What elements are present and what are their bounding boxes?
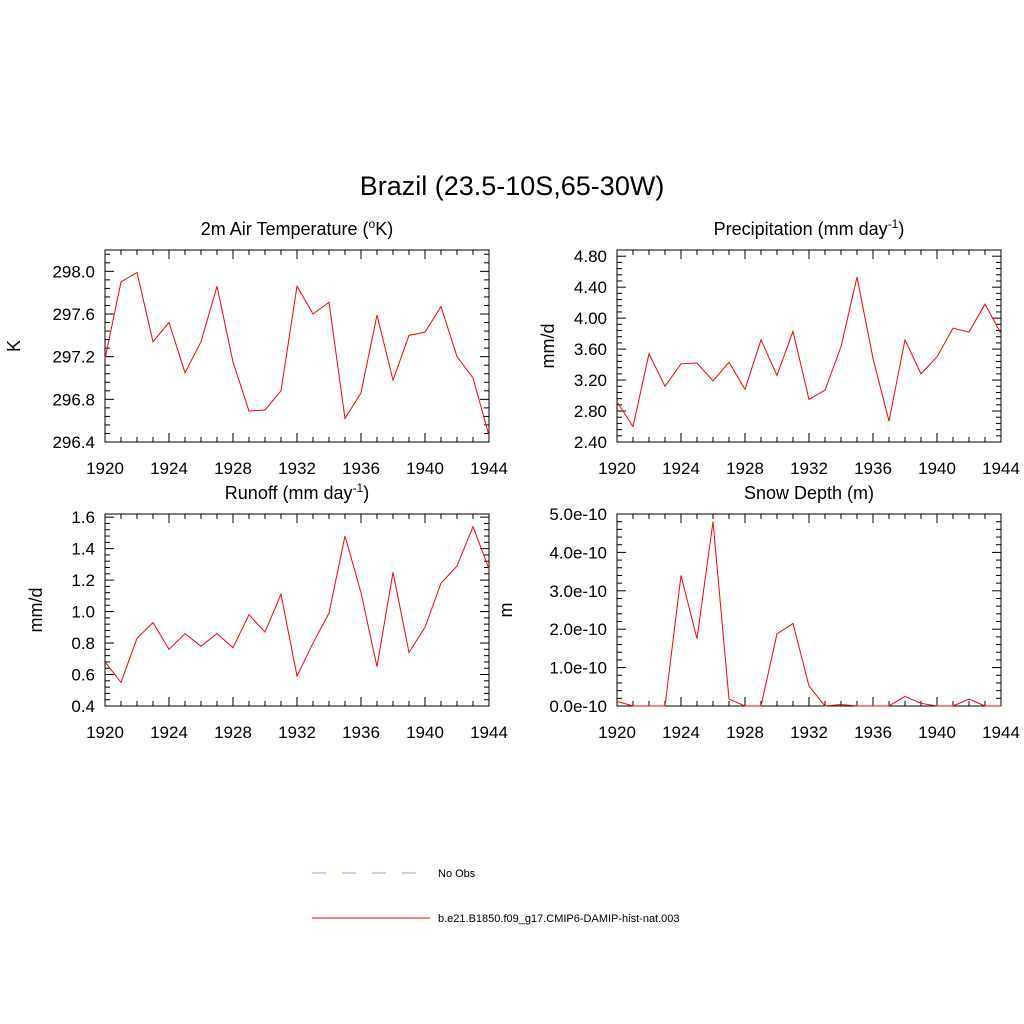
legend: No Obs b.e21.B1850.f09_g17.CMIP6-DAMIP-h…: [312, 868, 680, 925]
panel-title: Precipitation (mm day-1): [714, 217, 905, 239]
x-tick-label: 1940: [918, 723, 956, 742]
panel-2: 1920 1924 1928 1932 1936 1940 1944 2.40 2.80 3.20…: [538, 217, 1020, 478]
x-tick-label: 1928: [214, 723, 252, 742]
y-tick-label: 296.4: [52, 433, 95, 452]
x-tick-label: 1944: [470, 723, 508, 742]
y-tick-label: 3.0e-10: [549, 582, 607, 601]
x-tick-label: 1928: [726, 459, 764, 478]
x-tick-label: 1932: [278, 459, 316, 478]
x-tick-label: 1928: [726, 723, 764, 742]
x-tick-label: 1924: [662, 723, 700, 742]
x-tick-label: 1920: [598, 723, 636, 742]
panels-group: 1920 1924 1928 1932 1936 1940 1944 296.4 296.8 29…: [4, 217, 1020, 742]
panel-3: 1920 1924 1928 1932 1936 1940 1944 0.4 0.6 0.8 1.0…: [26, 481, 508, 742]
legend-no-obs-label: No Obs: [438, 868, 476, 880]
y-tick-label: 2.40: [574, 433, 607, 452]
y-tick-label: 3.60: [574, 340, 607, 359]
y-tick-label: 298.0: [52, 262, 95, 281]
x-tick-label: 1936: [342, 459, 380, 478]
panel-title: 2m Air Temperature (oK): [201, 217, 393, 239]
panel-title: Runoff (mm day-1): [225, 481, 369, 503]
x-tick-label: 1932: [790, 459, 828, 478]
legend-model-label: b.e21.B1850.f09_g17.CMIP6-DAMIP-hist-nat…: [438, 913, 680, 925]
x-tick-label: 1928: [214, 459, 252, 478]
x-tick-label: 1920: [86, 723, 124, 742]
x-tick-label: 1944: [470, 459, 508, 478]
x-tick-label: 1944: [982, 723, 1020, 742]
series-line: [616, 276, 1002, 428]
x-tick-label: 1932: [790, 723, 828, 742]
y-axis-label: mm/d: [538, 324, 558, 369]
y-tick-label: 297.2: [52, 348, 95, 367]
y-tick-label: 4.0e-10: [549, 543, 607, 562]
y-tick-label: 0.8: [71, 634, 95, 653]
y-tick-label: 297.6: [52, 305, 95, 324]
y-tick-label: 3.20: [574, 371, 607, 390]
series-line: [616, 521, 1001, 707]
y-tick-label: 1.0: [71, 603, 95, 622]
y-tick-label: 2.0e-10: [549, 620, 607, 639]
y-tick-label: 296.8: [52, 390, 95, 409]
x-tick-label: 1940: [918, 459, 956, 478]
x-tick-label: 1924: [150, 459, 188, 478]
y-tick-label: 4.00: [574, 309, 607, 328]
x-tick-label: 1924: [150, 723, 188, 742]
y-axis-label: mm/d: [26, 588, 46, 633]
y-axis-label: m: [496, 603, 516, 618]
panel-4: 1920 1924 1928 1932 1936 1940 1944 0.0e-10 1.0e-…: [496, 483, 1020, 742]
x-tick-label: 1936: [342, 723, 380, 742]
y-tick-label: 4.80: [574, 247, 607, 266]
y-tick-label: 1.6: [71, 508, 95, 527]
panel-1: 1920 1924 1928 1932 1936 1940 1944 296.4 296.8 29…: [4, 217, 508, 478]
panel-title: Snow Depth (m): [744, 483, 874, 503]
x-tick-label: 1940: [406, 723, 444, 742]
y-tick-label: 0.0e-10: [549, 697, 607, 716]
x-tick-label: 1936: [854, 723, 892, 742]
y-tick-label: 1.2: [71, 571, 95, 590]
series-line: [104, 271, 490, 436]
y-axis-label: K: [4, 340, 24, 352]
series-line: [104, 525, 490, 684]
x-tick-label: 1920: [598, 459, 636, 478]
y-tick-label: 0.6: [71, 666, 95, 685]
x-tick-label: 1920: [86, 459, 124, 478]
y-tick-label: 2.80: [574, 402, 607, 421]
figure-title: Brazil (23.5-10S,65-30W): [360, 171, 665, 201]
x-tick-label: 1932: [278, 723, 316, 742]
x-tick-label: 1944: [982, 459, 1020, 478]
y-tick-label: 0.4: [71, 697, 95, 716]
y-tick-label: 1.0e-10: [549, 659, 607, 678]
y-tick-label: 1.4: [71, 540, 95, 559]
x-tick-label: 1936: [854, 459, 892, 478]
y-tick-label: 5.0e-10: [549, 505, 607, 524]
x-tick-label: 1940: [406, 459, 444, 478]
y-tick-label: 4.40: [574, 278, 607, 297]
x-tick-label: 1924: [662, 459, 700, 478]
